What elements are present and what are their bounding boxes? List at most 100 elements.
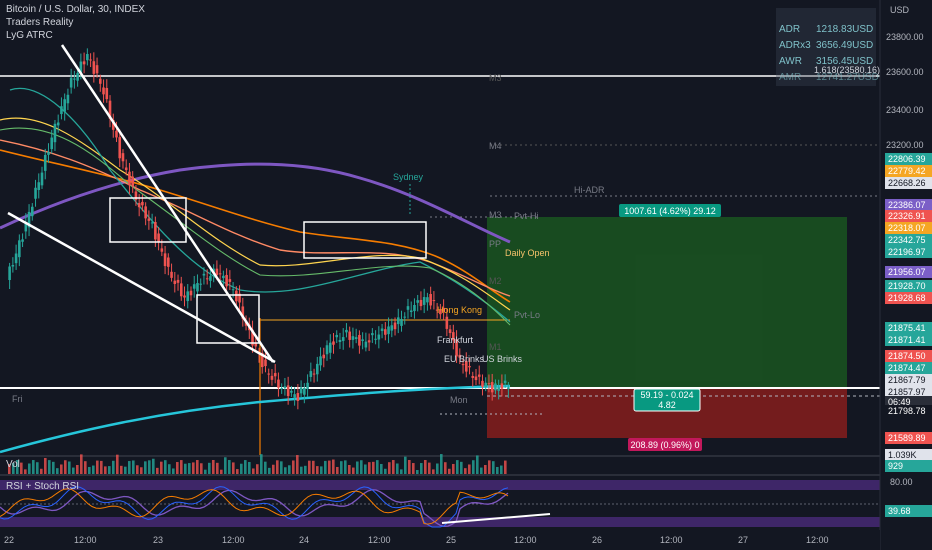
volume-bars	[8, 454, 507, 474]
volume-bar	[356, 461, 359, 474]
volume-bar	[368, 462, 371, 474]
rsi-tick-80: 80.00	[890, 477, 913, 487]
candle-body	[167, 257, 170, 267]
trendline-upper[interactable]	[60, 44, 275, 363]
candle-body	[312, 373, 316, 375]
price-series[interactable]	[8, 48, 510, 410]
candle-body	[435, 309, 439, 311]
candle-body	[393, 322, 397, 330]
price-tag: 21798.78	[885, 405, 932, 417]
time-tick: 12:00	[806, 535, 829, 545]
candle-body	[380, 328, 384, 332]
volume-bar	[444, 462, 447, 474]
target-zone[interactable]	[487, 217, 847, 387]
price-tag: 39.68	[885, 505, 932, 517]
price-tag: 22318.07	[885, 222, 932, 234]
volume-bar	[156, 467, 159, 474]
candle-body	[92, 61, 96, 74]
volume-bar	[128, 461, 131, 474]
candle-body	[319, 356, 322, 366]
rsi-pane-title[interactable]: RSI + Stoch RSI	[6, 481, 80, 492]
volume-bar	[64, 460, 67, 474]
candle-body	[468, 366, 471, 368]
amr-row: AMR 12741.27USD	[779, 72, 879, 83]
entry-badge[interactable]	[633, 388, 701, 412]
candle-body	[367, 340, 371, 343]
candle-body	[442, 307, 445, 312]
volume-bar	[220, 469, 223, 474]
candle-body	[173, 280, 177, 284]
indicator-traders-reality[interactable]: Traders Reality	[6, 17, 74, 28]
volume-bar	[60, 464, 63, 474]
label-hong-kong: Hong Kong	[437, 305, 482, 315]
range-box-3[interactable]	[303, 221, 427, 259]
volume-bar	[12, 463, 15, 474]
rsi-divergence-line[interactable]	[441, 513, 551, 524]
time-tick: 12:00	[222, 535, 245, 545]
volume-bar	[56, 468, 59, 474]
volume-bar	[420, 463, 423, 474]
candle-body	[477, 374, 481, 377]
volume-bar	[84, 461, 87, 474]
candle-body	[384, 329, 387, 335]
target-badge[interactable]	[619, 204, 721, 217]
volume-bar	[268, 467, 271, 474]
candle-body	[56, 122, 60, 126]
volume-pane-title[interactable]: Vol	[6, 459, 20, 470]
candle-body	[471, 375, 475, 378]
volume-bar	[188, 463, 191, 474]
candle-body	[241, 306, 245, 319]
candle-body	[183, 295, 186, 298]
volume-bar	[124, 466, 127, 474]
entry-badge-line2: 4.82	[658, 400, 676, 410]
volume-bar	[192, 462, 195, 474]
candle-body	[371, 333, 374, 336]
volume-bar	[112, 460, 115, 474]
volume-bar	[300, 466, 303, 474]
volume-bar	[264, 461, 267, 474]
time-axis[interactable]	[0, 530, 880, 550]
adr-row: ADR 1218.83USD	[779, 24, 874, 35]
candle-body	[150, 222, 154, 224]
volume-bar	[304, 465, 307, 474]
volume-bar	[68, 461, 71, 474]
volume-bar	[212, 460, 215, 474]
candle-body	[18, 240, 21, 258]
label-m3-top: M3	[489, 73, 502, 83]
range-box-1[interactable]	[109, 197, 187, 243]
volume-bar	[100, 460, 103, 474]
volume-bar	[360, 460, 363, 474]
indicator-lyg-atrc[interactable]: LyG ATRC	[6, 30, 53, 41]
volume-bar	[236, 469, 239, 474]
trendline-lower[interactable]	[7, 211, 276, 364]
time-tick: 12:00	[74, 535, 97, 545]
candle-body	[348, 331, 351, 340]
label-us-brinks: US Brinks	[482, 354, 523, 364]
stop-badge[interactable]	[628, 438, 702, 451]
candle-body	[53, 123, 57, 143]
volume-bar	[404, 456, 407, 474]
candle-body	[134, 191, 138, 200]
volume-bar	[384, 468, 387, 474]
volume-bar	[432, 469, 435, 474]
candle-body	[458, 354, 462, 358]
volume-bar	[288, 465, 291, 474]
candle-body	[60, 106, 63, 115]
axis-currency: USD	[890, 5, 910, 15]
volume-bar	[340, 461, 343, 474]
candle-body	[111, 119, 115, 130]
candle-body	[413, 305, 416, 312]
candle-body	[396, 317, 400, 325]
price-tag: 22342.75	[885, 234, 932, 246]
candle-body	[390, 325, 394, 331]
candle-body	[118, 137, 122, 159]
candle-body	[416, 300, 419, 303]
candle-body	[73, 78, 76, 80]
candle-body	[293, 394, 296, 398]
price-tag: 22806.39	[885, 153, 932, 165]
volume-bar	[96, 460, 99, 474]
candle-body	[264, 359, 267, 367]
volume-bar	[28, 463, 31, 474]
range-box-2[interactable]	[196, 294, 260, 344]
